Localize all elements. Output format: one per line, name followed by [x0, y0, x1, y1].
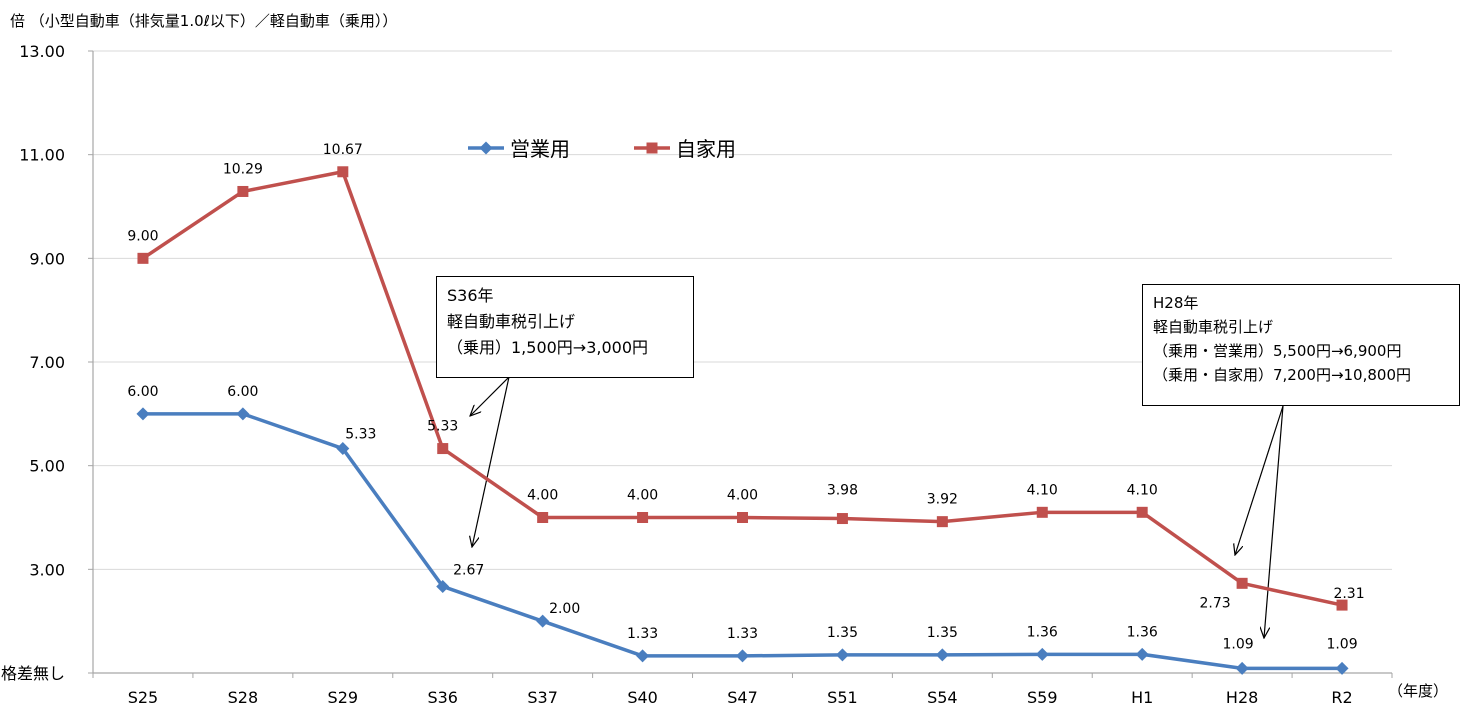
x-tick-label: S51 — [827, 688, 858, 707]
x-tick-label: H28 — [1226, 688, 1258, 707]
y-tick-label: 7.00 — [29, 353, 65, 372]
annotation-s36-line-3: （乗用）1,500円→3,000円 — [447, 338, 649, 357]
x-tick-label: S54 — [927, 688, 958, 707]
annotation-h28-line-4: （乗用・自家用）7,200円→10,800円 — [1153, 366, 1411, 384]
x-tick-label: S59 — [1027, 688, 1058, 707]
data-label: 1.36 — [1127, 624, 1158, 640]
annotation-s36-line-1: S36年 — [447, 286, 494, 305]
series-1-marker — [336, 442, 350, 456]
data-label: 1.09 — [1326, 636, 1357, 652]
annotation-s36: S36年 軽自動車税引上げ （乗用）1,500円→3,000円 — [436, 276, 694, 378]
data-label: 3.98 — [827, 483, 858, 499]
data-label: 1.09 — [1223, 636, 1254, 652]
y-tick-label: 13.00 — [19, 42, 65, 61]
y-tick-label: 9.00 — [29, 249, 65, 268]
annotation-h28-line-1: H28年 — [1153, 294, 1199, 312]
series-1-marker — [636, 649, 650, 663]
x-axis: S25 S28 S29 S36 S37 S40 S47 S51 S54 S59 H1 H28 R2 — [92, 672, 1393, 707]
data-label: 1.35 — [827, 625, 858, 641]
x-tick-label: R2 — [1331, 688, 1352, 707]
series-2-marker — [437, 443, 449, 455]
series-1-marker — [436, 579, 450, 593]
y-axis: 13.00 11.00 9.00 7.00 5.00 3.00 格差無し — [1, 42, 94, 683]
series-2-marker — [1236, 577, 1248, 589]
x-tick-label: S29 — [328, 688, 359, 707]
series-2-marker — [737, 512, 748, 523]
x-tick-label: S28 — [228, 688, 259, 707]
series-1-marker — [835, 648, 849, 662]
legend-marker — [479, 141, 493, 155]
annotation-arrows — [470, 376, 1284, 638]
series-2-marker — [337, 166, 349, 178]
x-tick-label: S47 — [727, 688, 758, 707]
legend-label: 自家用 — [676, 137, 736, 161]
series-1-marker — [536, 614, 550, 628]
y-tick-label: 格差無し — [1, 664, 65, 683]
annotation-h28-line-2: 軽自動車税引上げ — [1153, 318, 1274, 336]
series-2-marker — [1136, 506, 1148, 518]
data-label: 1.33 — [627, 626, 658, 642]
series-2-marker — [137, 252, 149, 264]
chart-title: 倍 （小型自動車（排気量1.0ℓ以下）／軽自動車（乗用）） — [10, 12, 397, 30]
annotation-arrow — [1264, 405, 1284, 638]
series-2-marker — [836, 513, 848, 525]
annotation-h28: H28年 軽自動車税引上げ （乗用・営業用）5,500円→6,900円 （乗用・… — [1142, 284, 1460, 406]
x-tick-label: S37 — [527, 688, 558, 707]
annotation-h28-line-3: （乗用・営業用）5,500円→6,900円 — [1153, 342, 1402, 360]
legend-label: 営業用 — [510, 137, 570, 161]
y-tick-label: 11.00 — [19, 146, 65, 165]
x-tick-label: S36 — [427, 688, 458, 707]
data-label: 2.67 — [453, 562, 484, 578]
y-tick-label: 3.00 — [29, 560, 65, 579]
series-2-marker — [1036, 506, 1048, 518]
series-2-marker — [637, 512, 649, 523]
annotation-arrow — [470, 376, 510, 416]
legend-marker — [646, 142, 658, 154]
series-lines — [136, 166, 1349, 675]
series-2-marker — [936, 516, 948, 528]
x-tick-label: S25 — [128, 688, 159, 707]
data-label: 10.67 — [323, 142, 363, 158]
data-label: 6.00 — [127, 384, 158, 400]
series-1-marker — [1235, 661, 1249, 675]
x-tick-label: H1 — [1131, 688, 1153, 707]
data-label: 4.10 — [1027, 482, 1058, 498]
y-tick-label: 5.00 — [29, 457, 65, 476]
annotation-arrow — [472, 376, 510, 547]
data-label: 1.36 — [1027, 624, 1058, 640]
series-1-marker — [1335, 661, 1349, 675]
series-1-marker — [935, 648, 949, 662]
data-label: 4.10 — [1127, 482, 1158, 498]
data-label: 4.00 — [527, 488, 558, 504]
data-label: 2.31 — [1333, 586, 1364, 602]
series-1-marker — [1135, 647, 1149, 661]
data-label: 5.33 — [345, 427, 376, 443]
series-1-marker — [236, 407, 250, 421]
legend: 営業用 自家用 — [468, 137, 736, 161]
data-label: 4.00 — [727, 488, 758, 504]
series-1-marker — [1035, 647, 1049, 661]
series-2-marker — [537, 512, 549, 523]
data-label: 9.00 — [127, 228, 158, 244]
data-label: 1.35 — [927, 625, 958, 641]
series-1-marker — [136, 407, 150, 421]
annotation-arrow — [1235, 405, 1284, 555]
series-1-marker — [736, 649, 749, 663]
data-label: 4.00 — [627, 488, 658, 504]
data-label: 6.00 — [227, 384, 258, 400]
data-labels: 6.00 6.00 5.33 2.67 2.00 1.33 1.33 1.35 1.35 1.36… — [127, 142, 1364, 653]
x-tick-label: S40 — [627, 688, 658, 707]
x-axis-label: （年度） — [1388, 682, 1448, 700]
series-2-marker — [1336, 599, 1348, 611]
annotation-s36-line-2: 軽自動車税引上げ — [447, 312, 576, 331]
data-label: 2.73 — [1200, 595, 1231, 611]
series-2-marker — [237, 185, 249, 197]
data-label: 5.33 — [427, 419, 458, 435]
data-label: 1.33 — [727, 626, 758, 642]
data-label: 10.29 — [223, 161, 263, 177]
data-label: 2.00 — [549, 601, 580, 617]
data-label: 3.92 — [927, 492, 958, 508]
